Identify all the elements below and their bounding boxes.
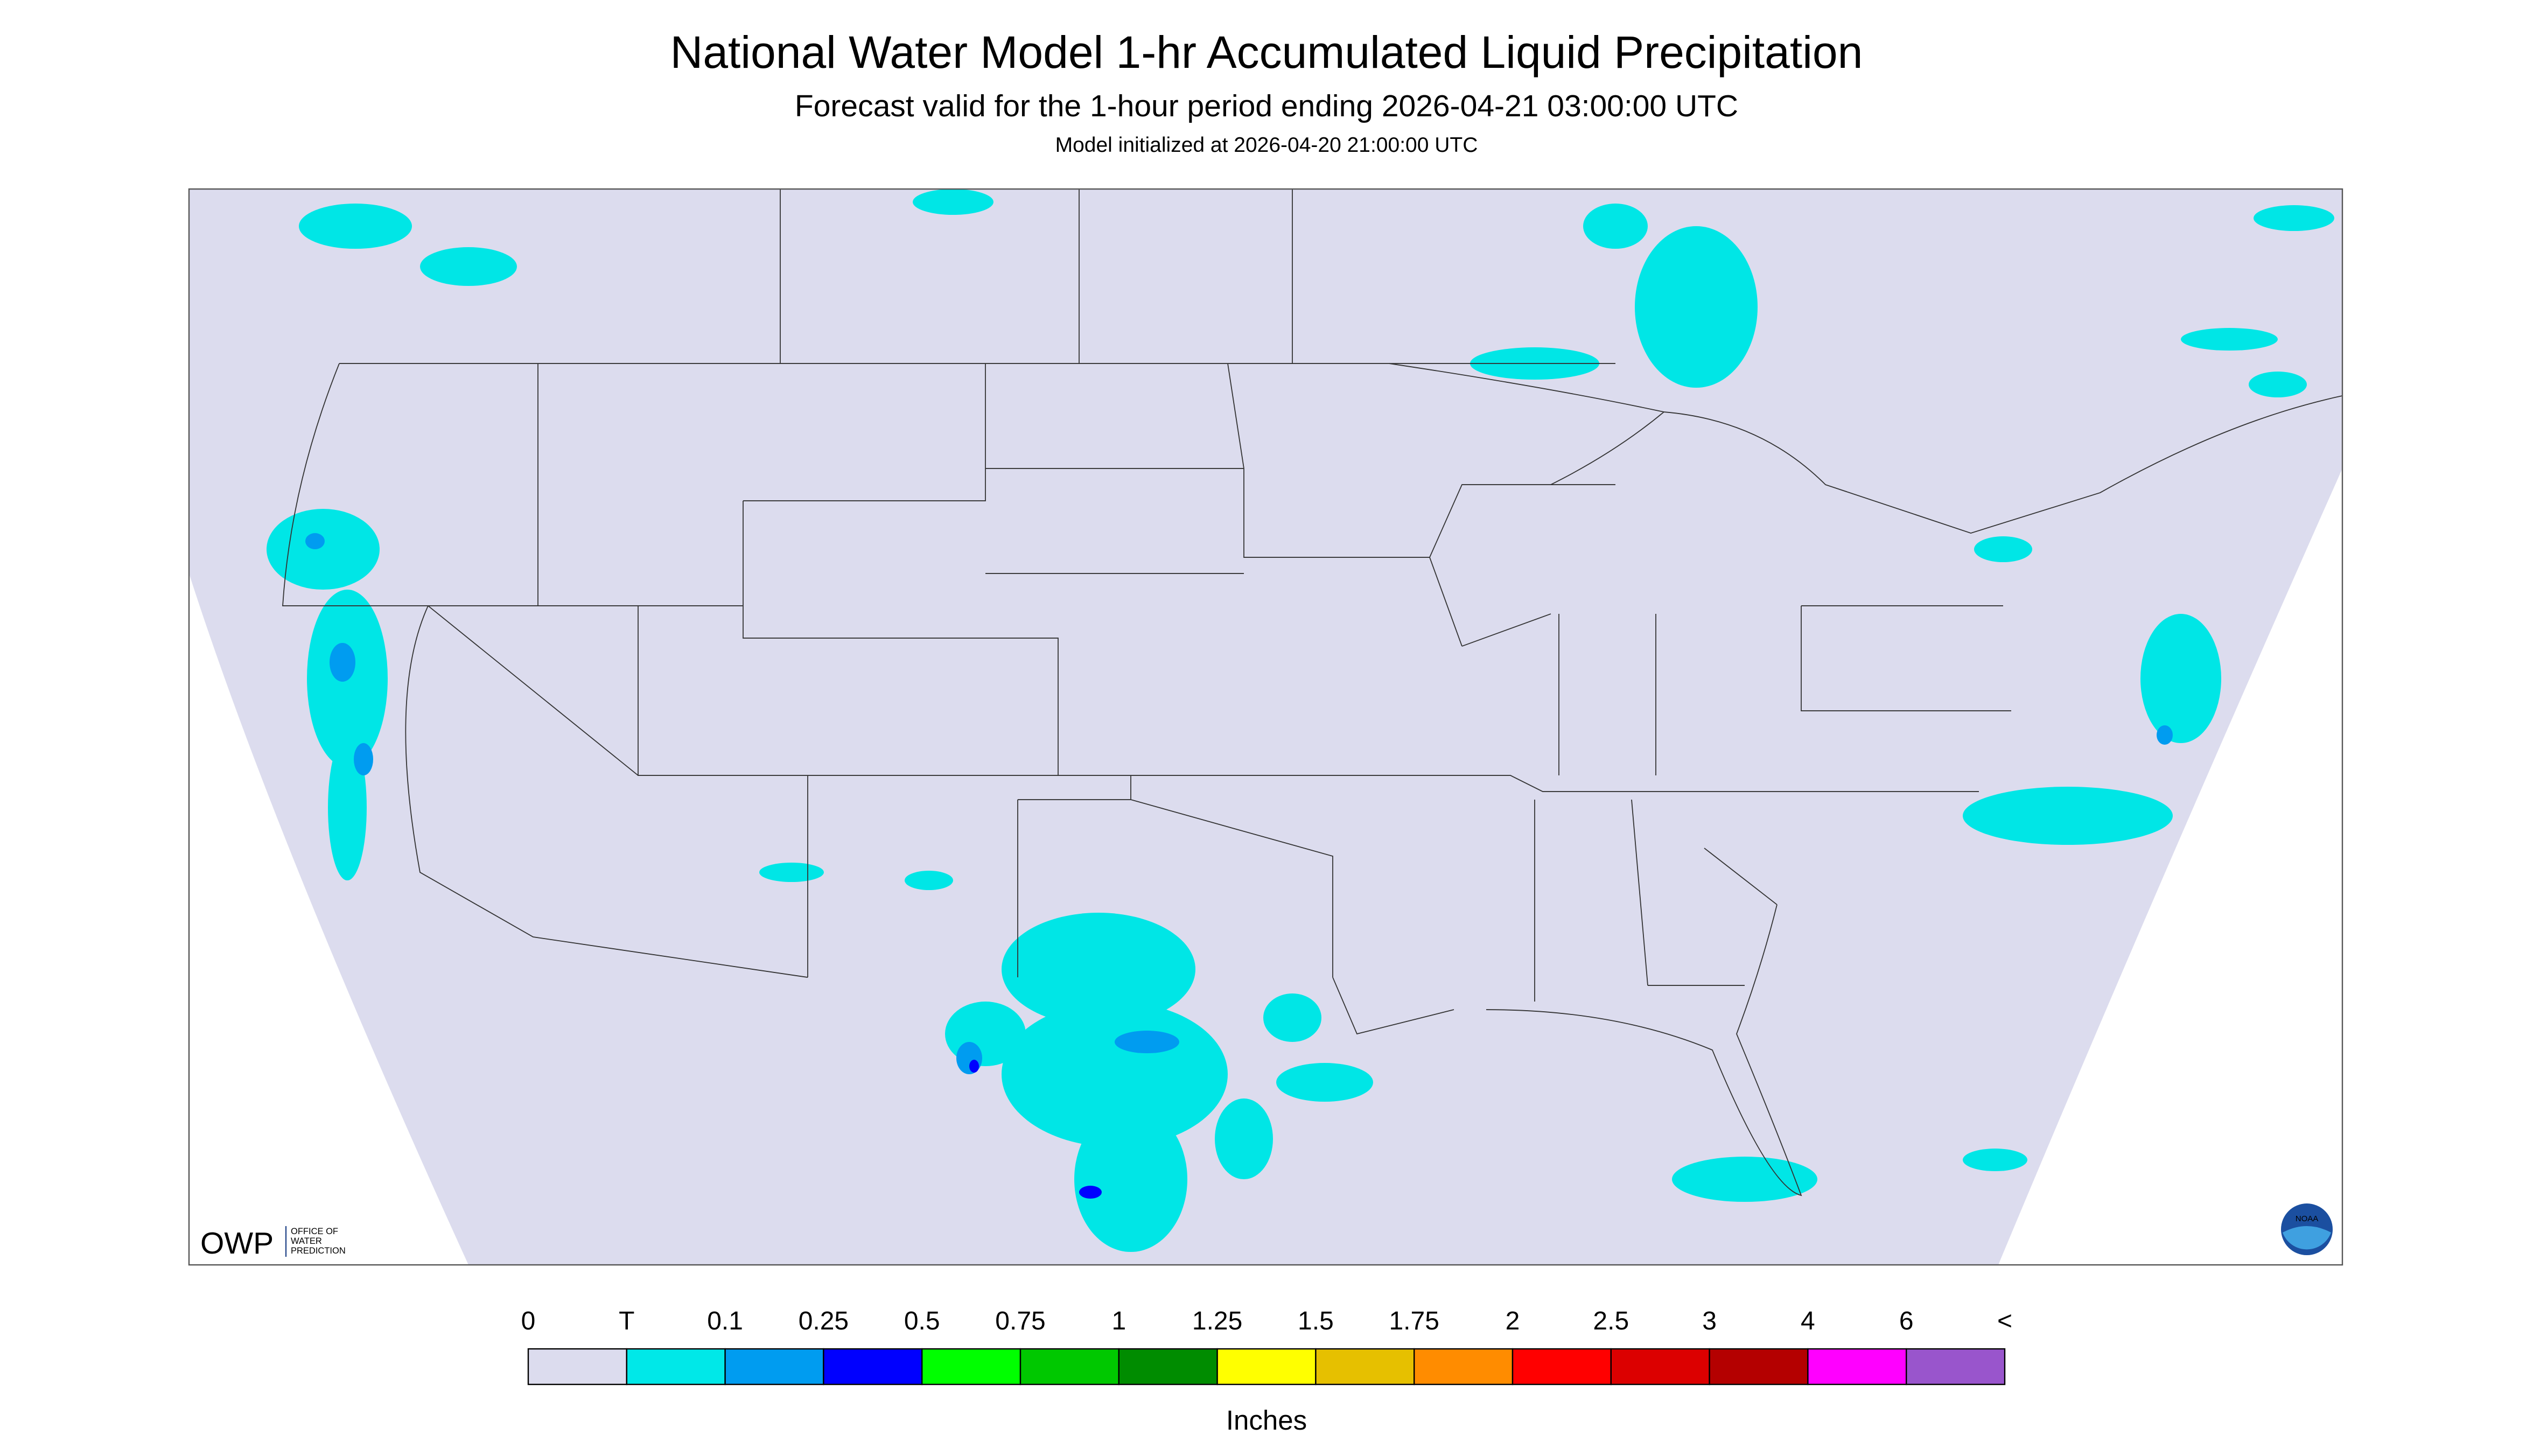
legend-swatch [1807, 1348, 1907, 1385]
legend-swatch [626, 1348, 726, 1385]
noaa-text: NOAA [2296, 1214, 2319, 1223]
legend-label: 3 [1702, 1307, 1717, 1335]
legend-label: 0.5 [904, 1307, 940, 1335]
noaa-logo: NOAA [2281, 1203, 2333, 1256]
legend-label: 0.1 [707, 1307, 743, 1335]
legend-label: 0.75 [995, 1307, 1045, 1335]
map-frame [188, 188, 2343, 1266]
legend-swatch [921, 1348, 1021, 1385]
legend-label: 1.75 [1389, 1307, 1439, 1335]
legend-unit: Inches [1226, 1405, 1307, 1436]
legend-label: 2.5 [1593, 1307, 1629, 1335]
model-domain [189, 189, 2342, 1265]
legend-label: 0 [521, 1307, 536, 1335]
owp-logo: OWP OFFICE OF WATER PREDICTION [200, 1226, 346, 1261]
legend-label: 1.5 [1298, 1307, 1334, 1335]
precip-areas [267, 189, 2334, 1252]
legend-label: 1 [1111, 1307, 1126, 1335]
legend-swatch [1118, 1348, 1218, 1385]
legend-label: 2 [1506, 1307, 1520, 1335]
map: OWP OFFICE OF WATER PREDICTION NOAA [188, 188, 2343, 1266]
legend-swatch [1414, 1348, 1514, 1385]
legend-swatch [1709, 1348, 1809, 1385]
legend-label: 0.25 [799, 1307, 849, 1335]
legend-swatch [1315, 1348, 1415, 1385]
init-time: Model initialized at 2026-04-20 21:00:00… [1055, 134, 1478, 157]
logo-line: WATER [291, 1236, 322, 1246]
legend: 0 T 0.1 0.25 0.5 0.75 1 1.25 1.5 1.75 2 2.5 3 4 6 < [521, 1307, 2012, 1385]
subtitle: Forecast valid for the 1-hour period end… [795, 89, 1738, 123]
title: National Water Model 1-hr Accumulated Li… [670, 27, 1863, 78]
logo-line: OFFICE OF [291, 1227, 338, 1236]
political-borders [282, 189, 2343, 1196]
legend-swatch [724, 1348, 824, 1385]
legend-swatch [823, 1348, 923, 1385]
legend-swatch [527, 1348, 628, 1385]
legend-label: < [1997, 1307, 2012, 1335]
legend-label: T [619, 1307, 634, 1335]
legend-swatch [1216, 1348, 1317, 1385]
legend-label: 4 [1801, 1307, 1815, 1335]
legend-swatch [1019, 1348, 1120, 1385]
legend-swatch [1905, 1348, 2006, 1385]
logo-line: PREDICTION [291, 1246, 346, 1256]
legend-swatch [1512, 1348, 1612, 1385]
legend-label: 6 [1899, 1307, 1914, 1335]
legend-swatch [1610, 1348, 1710, 1385]
logo-acronym: OWP [200, 1226, 274, 1261]
legend-label: 1.25 [1192, 1307, 1242, 1335]
